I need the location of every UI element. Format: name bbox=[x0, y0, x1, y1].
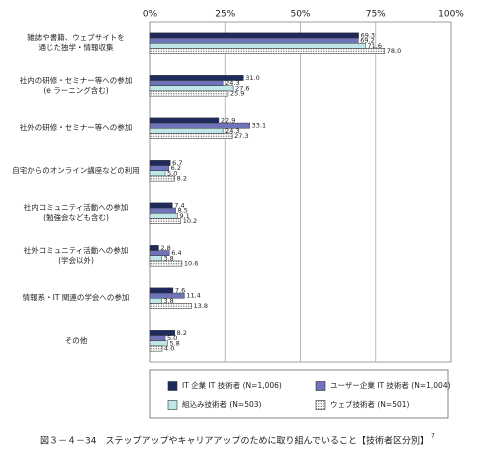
bar bbox=[149, 213, 178, 219]
bar bbox=[149, 128, 224, 134]
x-tick-label: 75% bbox=[366, 10, 386, 20]
value-label: 2.8 bbox=[160, 244, 170, 252]
bar bbox=[149, 207, 176, 214]
y-tick-label: 社外の研修・セミナー等への参加 bbox=[19, 123, 133, 133]
bar bbox=[149, 117, 220, 124]
value-label: 8.2 bbox=[177, 329, 187, 337]
plot-frame bbox=[149, 21, 452, 363]
legend-label: IT 企業 IT 技術者 (N=1,006) bbox=[182, 380, 282, 390]
caption-note: 7 bbox=[431, 433, 435, 440]
y-tick-label: 社内コミュニティ活動への参加 (勉強会なども含む) bbox=[23, 203, 129, 223]
legend-swatch bbox=[167, 381, 178, 391]
bar bbox=[149, 245, 159, 251]
y-tick-label: 雑誌や書籍、ウェブサイトを 通じた独学・情報収集 bbox=[27, 33, 125, 53]
bar bbox=[149, 260, 183, 267]
legend-swatch bbox=[315, 381, 326, 391]
bar bbox=[149, 170, 166, 177]
bar bbox=[149, 133, 233, 139]
y-tick-label: 社外コミュニティ活動への参加 (学会以外) bbox=[23, 245, 129, 265]
bar bbox=[149, 218, 181, 224]
bar bbox=[149, 43, 366, 49]
value-label: 8.2 bbox=[177, 175, 187, 183]
value-label: 10.2 bbox=[183, 217, 197, 225]
value-label: 7.6 bbox=[175, 286, 185, 294]
value-label: 69.3 bbox=[361, 31, 375, 39]
value-label: 8.5 bbox=[178, 207, 188, 215]
bar bbox=[149, 165, 169, 172]
value-label: 3.8 bbox=[163, 297, 173, 305]
value-label: 69.2 bbox=[360, 37, 374, 45]
bar bbox=[149, 160, 171, 166]
bar bbox=[149, 255, 162, 262]
legend-label: ユーザー企業 IT 技術者 (N=1,004) bbox=[330, 380, 451, 390]
legend-box bbox=[149, 369, 449, 419]
value-label: 5.0 bbox=[167, 169, 177, 177]
bar bbox=[149, 202, 173, 209]
y-tick-label: 自宅からのオンライン講座などの利用 bbox=[12, 165, 140, 175]
bar bbox=[149, 48, 386, 54]
value-label: 31.0 bbox=[245, 74, 259, 82]
value-label: 6.4 bbox=[171, 249, 181, 257]
value-label: 24.3 bbox=[225, 79, 239, 87]
value-label: 24.3 bbox=[225, 127, 239, 135]
value-label: 4.0 bbox=[164, 345, 174, 353]
value-label: 3.8 bbox=[163, 254, 173, 262]
y-tick-label: その他 bbox=[64, 335, 88, 345]
x-tick-label: 50% bbox=[290, 10, 310, 20]
legend-label: ウェブ技術者 (N=501) bbox=[330, 399, 410, 409]
value-label: 5.8 bbox=[169, 339, 179, 347]
value-label: 7.4 bbox=[174, 201, 184, 209]
value-label: 25.9 bbox=[230, 90, 244, 98]
bar bbox=[149, 37, 359, 44]
legend-swatch bbox=[167, 400, 178, 410]
value-label: 10.6 bbox=[184, 260, 198, 268]
x-tick-label: 100% bbox=[438, 10, 464, 20]
value-label: 9.1 bbox=[179, 212, 189, 220]
bar bbox=[149, 175, 175, 182]
bar bbox=[149, 80, 224, 87]
bar bbox=[149, 345, 163, 352]
bar bbox=[149, 335, 166, 341]
value-label: 5.0 bbox=[167, 334, 177, 342]
value-label: 71.6 bbox=[368, 42, 382, 50]
value-label: 27.3 bbox=[234, 132, 248, 140]
legend-swatch bbox=[315, 400, 326, 410]
value-label: 6.7 bbox=[172, 159, 182, 167]
value-label: 22.9 bbox=[221, 116, 235, 124]
value-label: 11.4 bbox=[186, 292, 200, 300]
value-label: 6.2 bbox=[171, 164, 181, 172]
y-tick-label: 情報系・IT 関連の学会への参加 bbox=[22, 293, 130, 303]
y-tick-label: 社内の研修・セミナー等への参加 (e ラーニング含む) bbox=[19, 75, 133, 95]
bar bbox=[149, 298, 162, 304]
caption: 図３－４－34 ステップアップやキャリアアップのために取り組んでいること【技術者… bbox=[40, 435, 429, 447]
bar bbox=[149, 303, 192, 309]
bar bbox=[149, 287, 174, 294]
bar bbox=[149, 85, 234, 92]
value-label: 27.6 bbox=[235, 84, 249, 92]
legend-label: 組込み技術者 (N=503) bbox=[182, 399, 262, 409]
x-tick-label: 25% bbox=[215, 10, 235, 20]
value-label: 13.8 bbox=[194, 302, 208, 310]
value-label: 78.0 bbox=[387, 47, 401, 55]
bar bbox=[149, 32, 359, 39]
x-tick-label: 0% bbox=[143, 10, 158, 20]
bar bbox=[149, 292, 185, 299]
value-label: 33.1 bbox=[252, 122, 266, 130]
bar bbox=[149, 90, 229, 97]
